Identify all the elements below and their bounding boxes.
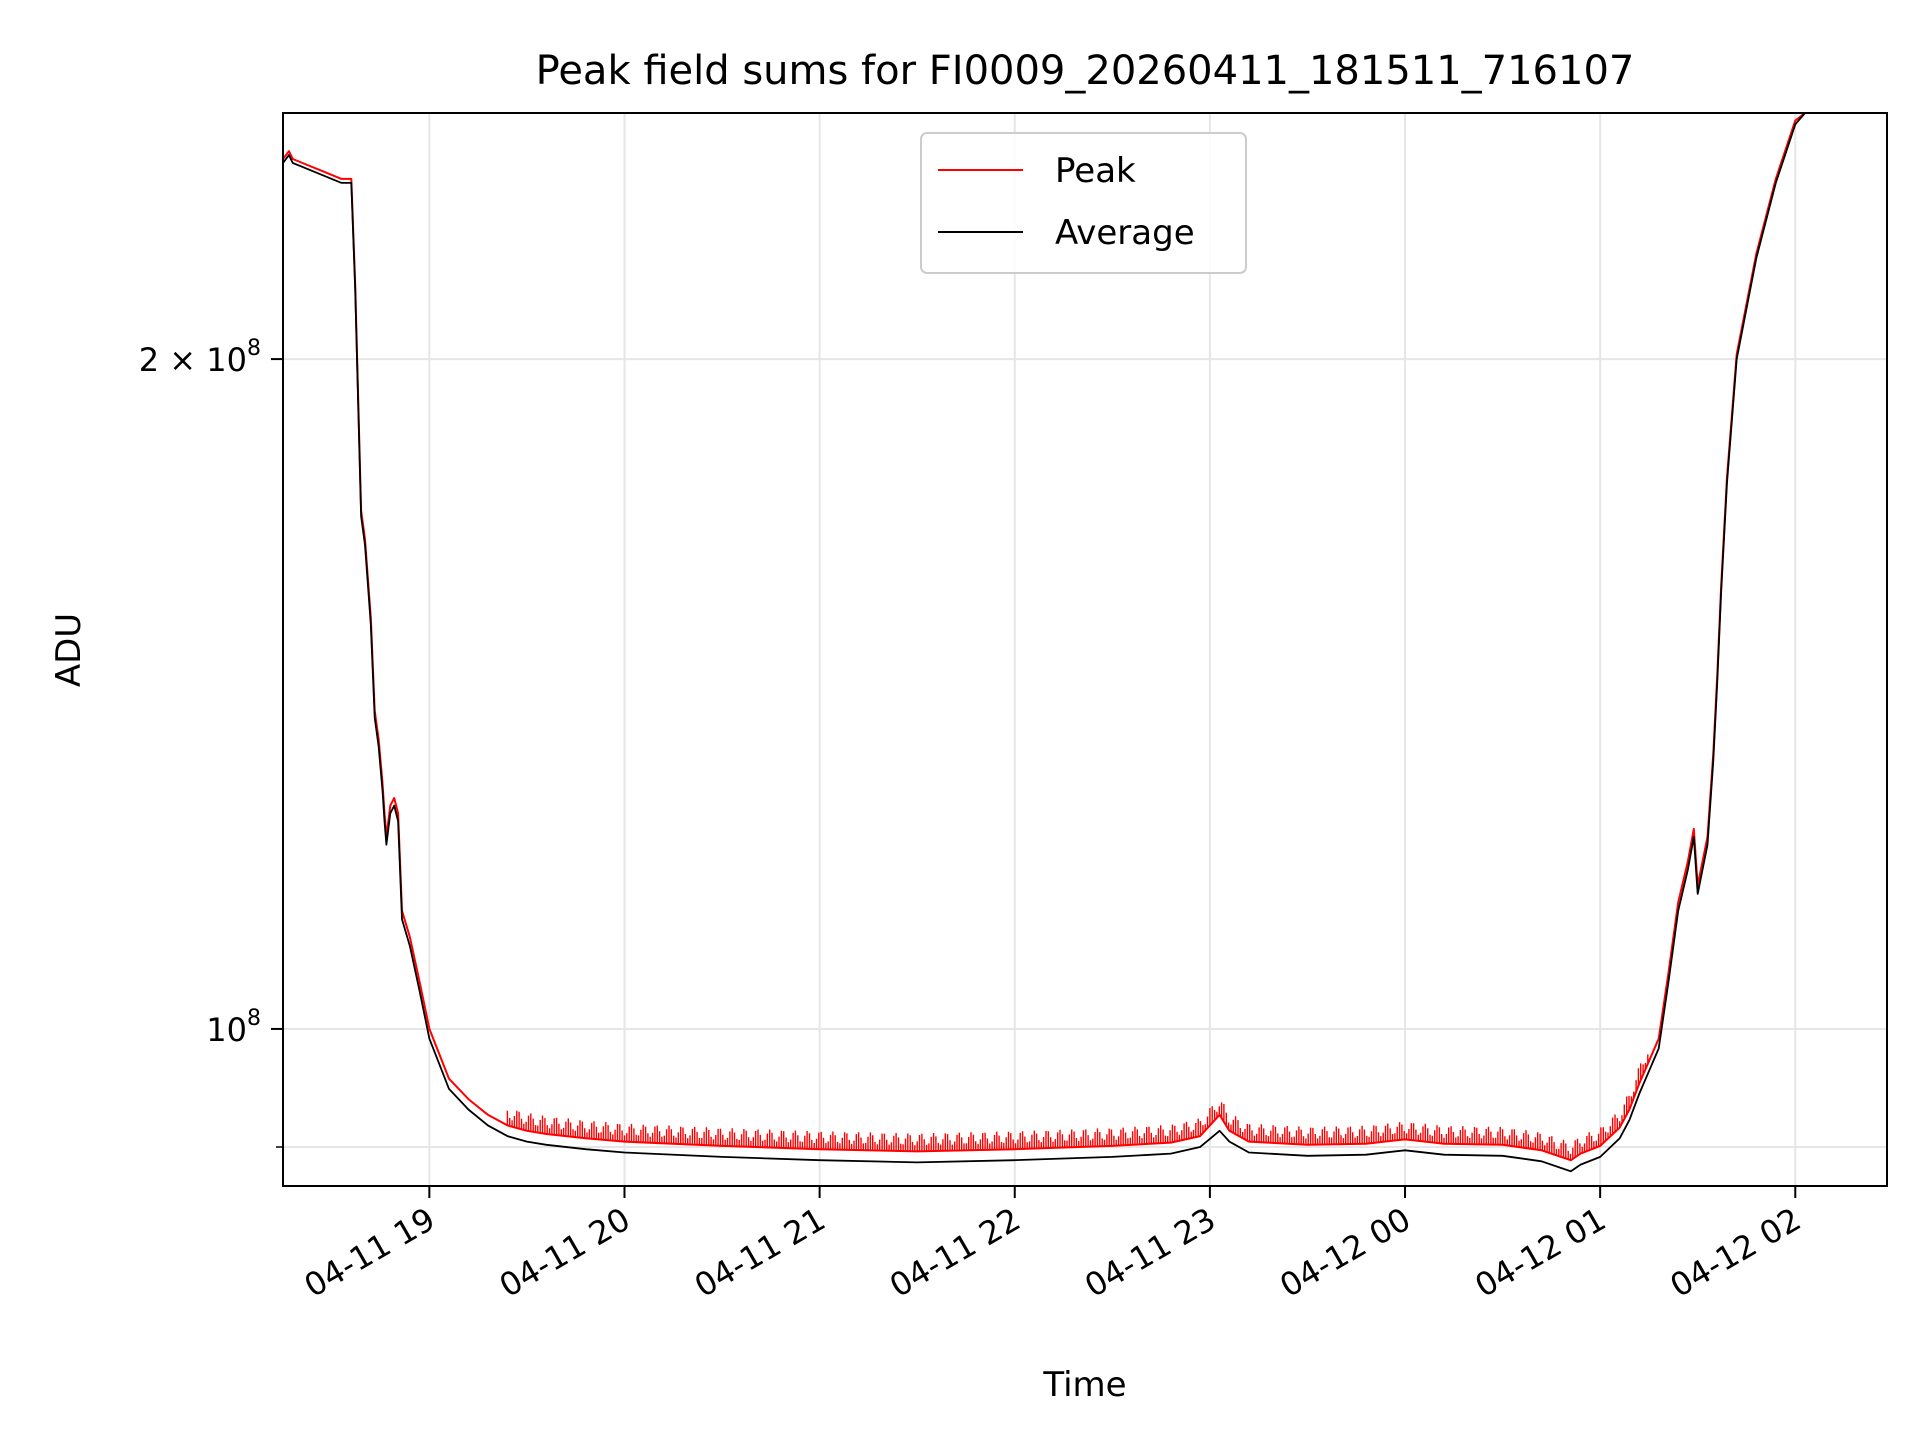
y-tick-label: 108 bbox=[206, 1006, 261, 1049]
x-tick-label: 04-12 00 bbox=[1273, 1200, 1417, 1305]
legend-box bbox=[920, 132, 1247, 274]
legend-label-average: Average bbox=[1055, 213, 1195, 253]
x-tick-label: 04-12 02 bbox=[1664, 1200, 1808, 1305]
legend-label-peak: Peak bbox=[1055, 151, 1136, 191]
x-tick-label: 04-11 20 bbox=[493, 1200, 637, 1305]
plot-frame bbox=[282, 112, 1888, 1187]
x-ticks: 04-11 19 04-11 20 04-11 21 04-11 22 04-11 23… bbox=[298, 1186, 1808, 1305]
x-tick-label: 04-11 23 bbox=[1078, 1200, 1222, 1305]
x-axis-label: Time bbox=[1042, 1365, 1126, 1405]
y-tick-label: 2 × 108 bbox=[139, 336, 261, 379]
x-tick-label: 04-12 01 bbox=[1469, 1200, 1613, 1305]
series-spikes-peak bbox=[506, 1054, 1649, 1161]
x-tick-label: 04-11 22 bbox=[883, 1200, 1027, 1305]
x-tick-label: 04-11 19 bbox=[298, 1200, 442, 1305]
series-line-average bbox=[282, 112, 1887, 1173]
chart-title: Peak field sums for FI0009_20260411_1815… bbox=[536, 48, 1635, 94]
y-axis-label: ADU bbox=[49, 613, 89, 687]
grid bbox=[283, 113, 1887, 1186]
series-layer bbox=[282, 112, 1887, 1173]
legend: Peak Average bbox=[920, 132, 1247, 274]
y-ticks: 2 × 108 108 bbox=[139, 336, 283, 1148]
x-tick-label: 04-11 21 bbox=[688, 1200, 832, 1305]
